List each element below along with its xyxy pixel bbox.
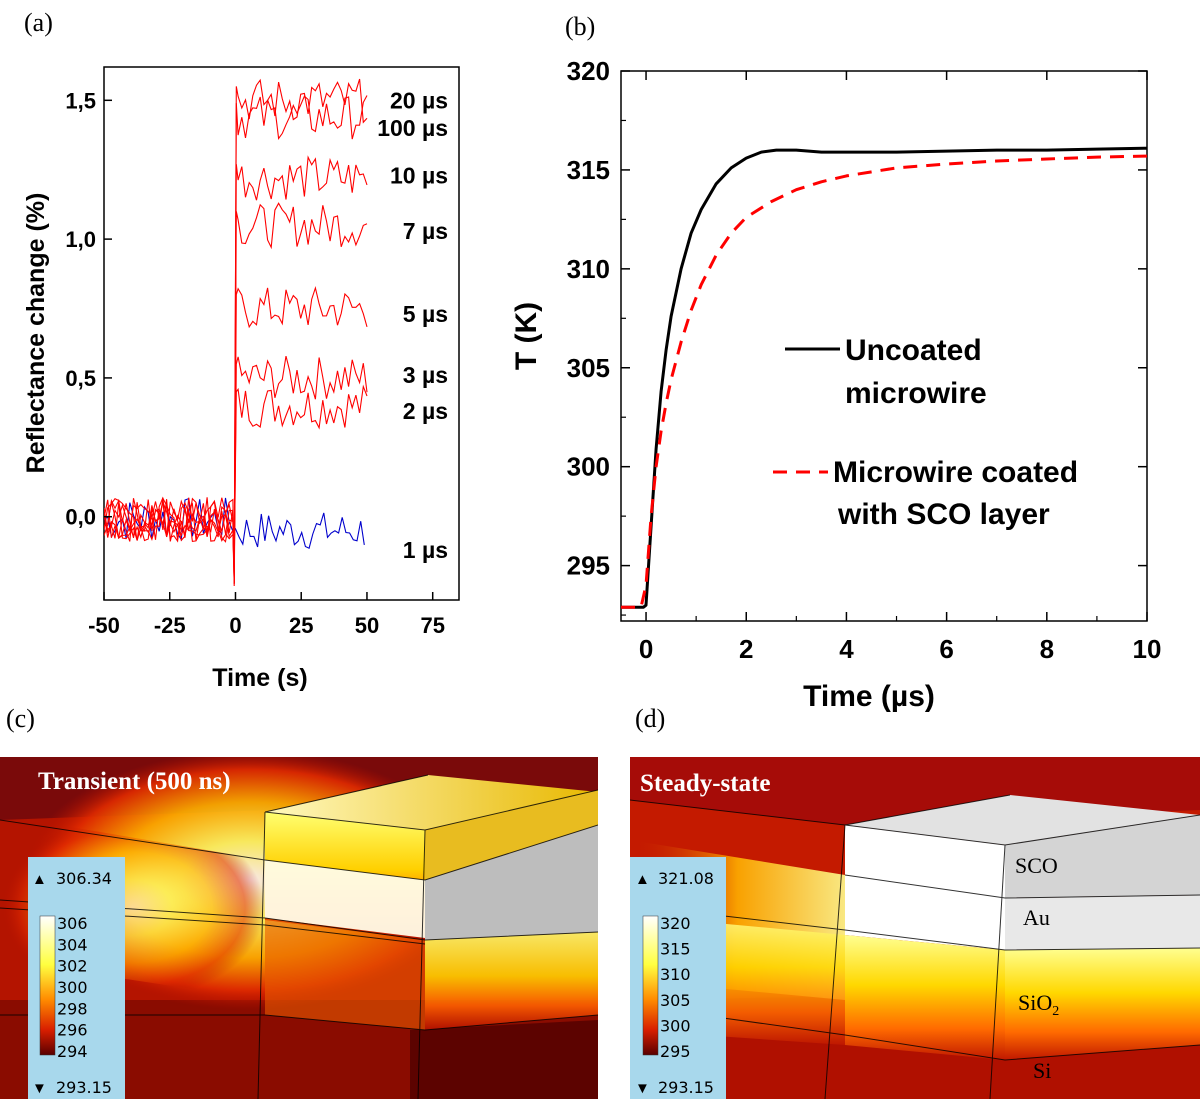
legend-coated-line2: with SCO layer (837, 498, 1050, 531)
panel-b-ylabel: T (K) (510, 302, 543, 370)
panel-b-axes: 0 2 4 6 8 10 295 300 305 310 315 320 (567, 56, 1162, 664)
colorbar-tick-label: 302 (57, 957, 88, 976)
panel-d-title: Steady-state (640, 770, 771, 797)
panel-label-b: (b) (565, 12, 595, 41)
layer-label-si: Si (1033, 1058, 1051, 1083)
legend-uncoated-line1: Uncoated (845, 334, 982, 367)
panel-b-lines (621, 146, 1147, 609)
colorbar-tick-label: 306 (57, 914, 88, 933)
panel-c-colorbar: ▲ 306.34 ▼ 293.15 306 304 302 300 298 296 294 (28, 857, 125, 1099)
panel-b-xtick-label: 6 (939, 634, 953, 664)
legend-uncoated-line2: microwire (845, 377, 987, 410)
panel-a-xtick-label: -25 (154, 613, 186, 638)
panel-label-c: (c) (6, 704, 35, 733)
panel-a-curve-label: 20 µs (390, 87, 448, 113)
panel-a-ytick-label: 1,0 (65, 227, 96, 252)
panel-b-chart: 0 2 4 6 8 10 295 300 305 310 315 320 Uncoated micro… (510, 56, 1161, 713)
panel-a-traces (104, 78, 368, 587)
panel-b-series-uncoated (621, 146, 1147, 609)
panel-c-colorbar-ticks: 306 304 302 300 298 296 294 (57, 914, 88, 1061)
panel-b-xtick-label: 2 (739, 634, 753, 664)
panel-d-colorbar-gradient (642, 915, 659, 1056)
panel-label-a: (a) (24, 8, 53, 37)
colorbar-tick-label: 304 (57, 935, 88, 954)
panel-b-ytick-label: 305 (567, 353, 610, 383)
panel-b-plot-frame (620, 70, 1148, 622)
min-triangle-icon: ▼ (32, 1080, 47, 1097)
colorbar-tick-label: 310 (660, 965, 691, 984)
panel-label-d: (d) (635, 704, 665, 733)
panel-a-curve-label: 7 µs (403, 218, 448, 244)
panel-c-colorbar-gradient (39, 915, 56, 1056)
panel-a-xtick-label: 50 (355, 613, 379, 638)
panel-a-ylabel: Reflectance change (%) (22, 193, 50, 474)
panel-b-ytick-label: 320 (567, 56, 610, 86)
colorbar-tick-label: 300 (57, 978, 88, 997)
panel-c-min: 293.15 (56, 1078, 112, 1097)
panel-a-ytick-label: 0,0 (65, 505, 96, 530)
panel-a-curve-label: 10 µs (390, 162, 448, 188)
panel-d-min: 293.15 (658, 1078, 714, 1097)
panel-b-xlabel: Time (µs) (803, 680, 935, 713)
panel-a-curve-label: 3 µs (403, 362, 448, 388)
panel-b-ytick-label: 310 (567, 254, 610, 284)
panel-b-xtick-label: 0 (639, 634, 653, 664)
panel-a-xtick-label: 75 (420, 613, 444, 638)
panel-b-series-coated (621, 154, 1147, 609)
max-triangle-icon: ▲ (635, 871, 650, 888)
panel-c-title: Transient (500 ns) (38, 768, 231, 795)
panel-d-layer-labels: SCO Au SiO2 Si (1015, 853, 1059, 1083)
colorbar-tick-label: 295 (660, 1042, 691, 1061)
colorbar-tick-label: 298 (57, 999, 88, 1018)
colorbar-tick-label: 305 (660, 991, 691, 1010)
min-triangle-icon: ▼ (635, 1080, 650, 1097)
panel-a-xtick-label: 0 (229, 613, 241, 638)
legend-coated-line1: Microwire coated (833, 456, 1078, 489)
panel-a-xtick-label: -50 (88, 613, 120, 638)
colorbar-tick-label: 296 (57, 1021, 88, 1040)
panel-d-colorbar: ▲ 321.08 ▼ 293.15 320 315 310 305 300 295 (630, 857, 726, 1099)
colorbar-tick-label: 294 (57, 1042, 88, 1061)
max-triangle-icon: ▲ (32, 871, 47, 888)
panel-d-colorbar-ticks: 320 315 310 305 300 295 (660, 914, 691, 1061)
panel-b-ytick-label: 315 (567, 155, 610, 185)
panel-a-curve-label: 5 µs (403, 301, 448, 327)
panel-a-curve-label: 2 µs (403, 398, 448, 424)
layer-label-sco: SCO (1015, 853, 1058, 878)
panel-b-ytick-label: 295 (567, 551, 610, 581)
panel-a-curve-label: 100 µs (377, 115, 448, 141)
panel-d-max: 321.08 (658, 869, 714, 888)
panel-a-xlabel: Time (s) (212, 664, 307, 692)
panel-a-ytick-label: 0,5 (65, 366, 96, 391)
colorbar-tick-label: 300 (660, 1016, 691, 1035)
panel-a-xtick-label: 25 (289, 613, 313, 638)
panel-b-xtick-label: 8 (1040, 634, 1054, 664)
colorbar-tick-label: 320 (660, 914, 691, 933)
panel-a-axes: -50 -25 0 25 50 75 0,0 0,5 1,0 1,5 (65, 88, 445, 638)
panel-a-curve-label: 1 µs (403, 537, 448, 563)
panel-a-trace-7 (104, 78, 368, 584)
panel-b-ytick-label: 300 (567, 452, 610, 482)
panel-b-xtick-label: 4 (839, 634, 854, 664)
panel-b-xtick-label: 10 (1133, 634, 1162, 664)
layer-label-au: Au (1023, 905, 1050, 930)
colorbar-tick-label: 315 (660, 940, 691, 959)
panel-a-ytick-label: 1,5 (65, 88, 96, 113)
layer-label-sio2: SiO2 (1018, 990, 1059, 1019)
panel-b-legend: Uncoated microwire Microwire coated with… (773, 334, 1078, 531)
panel-c-max: 306.34 (56, 869, 112, 888)
panel-a-plot-frame (103, 66, 460, 601)
